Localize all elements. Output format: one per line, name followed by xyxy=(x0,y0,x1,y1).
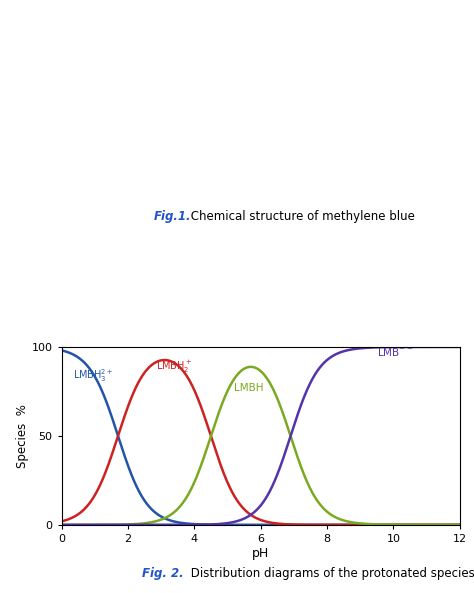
Text: LMBH$_3^{2+}$: LMBH$_3^{2+}$ xyxy=(73,367,114,384)
Text: LMBH: LMBH xyxy=(234,383,264,393)
Text: Chemical structure of methylene blue: Chemical structure of methylene blue xyxy=(187,210,415,223)
Text: LMBH$_2^+$: LMBH$_2^+$ xyxy=(156,358,192,375)
Text: Fig. 2.: Fig. 2. xyxy=(142,567,184,580)
Text: Distribution diagrams of the protonated species: Distribution diagrams of the protonated … xyxy=(187,567,474,580)
Text: Fig.1.: Fig.1. xyxy=(154,210,191,223)
Y-axis label: Species  %: Species % xyxy=(16,404,29,468)
Text: LMB$^{--}$: LMB$^{--}$ xyxy=(377,346,414,358)
X-axis label: pH: pH xyxy=(252,547,269,560)
